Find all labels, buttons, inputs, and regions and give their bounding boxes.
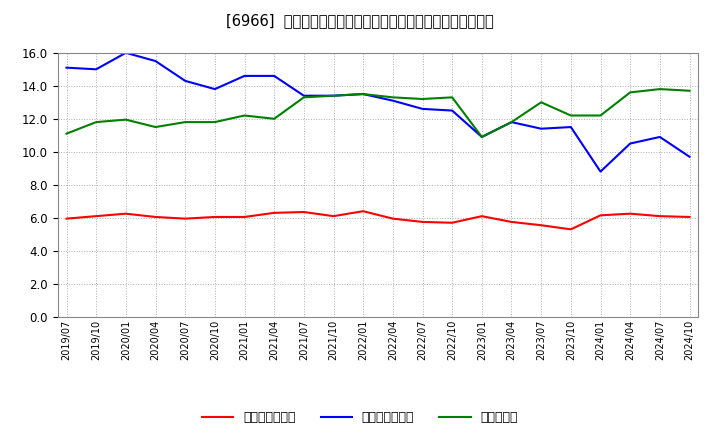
売上債権回転率 — [448, 220, 456, 225]
在庫回転率 — [92, 119, 101, 125]
売上債権回転率 — [655, 213, 664, 219]
買入債務回転率 — [418, 106, 427, 111]
在庫回転率 — [567, 113, 575, 118]
売上債権回転率 — [685, 214, 694, 220]
買入債務回転率 — [92, 66, 101, 72]
売上債権回転率 — [240, 214, 249, 220]
売上債権回転率 — [537, 223, 546, 228]
買入債務回転率 — [626, 141, 634, 146]
買入債務回転率 — [300, 93, 308, 99]
買入債務回転率 — [655, 134, 664, 139]
買入債務回転率 — [537, 126, 546, 131]
在庫回転率 — [655, 86, 664, 92]
Line: 売上債権回転率: 売上債権回転率 — [66, 211, 690, 229]
買入債務回転率 — [507, 119, 516, 125]
売上債権回転率 — [507, 219, 516, 224]
売上債権回転率 — [92, 213, 101, 219]
売上債権回転率 — [62, 216, 71, 221]
Text: [6966]  売上債権回転率、買入債務回転率、在庫回転率の推移: [6966] 売上債権回転率、買入債務回転率、在庫回転率の推移 — [226, 13, 494, 28]
Line: 買入債務回転率: 買入債務回転率 — [66, 53, 690, 172]
在庫回転率 — [537, 99, 546, 105]
在庫回転率 — [389, 95, 397, 100]
在庫回転率 — [151, 125, 160, 130]
在庫回転率 — [300, 95, 308, 100]
買入債務回転率 — [567, 125, 575, 130]
在庫回転率 — [477, 134, 486, 139]
在庫回転率 — [418, 96, 427, 102]
在庫回転率 — [181, 119, 189, 125]
売上債権回転率 — [389, 216, 397, 221]
在庫回転率 — [270, 116, 279, 121]
売上債権回転率 — [151, 214, 160, 220]
在庫回転率 — [62, 131, 71, 136]
Line: 在庫回転率: 在庫回転率 — [66, 89, 690, 137]
買入債務回転率 — [62, 65, 71, 70]
在庫回転率 — [685, 88, 694, 93]
売上債権回転率 — [270, 210, 279, 216]
買入債務回転率 — [210, 86, 219, 92]
在庫回転率 — [240, 113, 249, 118]
在庫回転率 — [448, 95, 456, 100]
在庫回転率 — [507, 119, 516, 125]
売上債権回転率 — [329, 213, 338, 219]
買入債務回転率 — [151, 59, 160, 64]
買入債務回転率 — [596, 169, 605, 174]
売上債権回転率 — [477, 213, 486, 219]
在庫回転率 — [329, 93, 338, 99]
売上債権回転率 — [181, 216, 189, 221]
売上債権回転率 — [359, 209, 367, 214]
買入債務回転率 — [181, 78, 189, 84]
買入債務回転率 — [270, 73, 279, 78]
在庫回転率 — [122, 117, 130, 122]
売上債権回転率 — [567, 227, 575, 232]
売上債権回転率 — [596, 213, 605, 218]
買入債務回転率 — [477, 134, 486, 139]
売上債権回転率 — [300, 209, 308, 215]
買入債務回転率 — [240, 73, 249, 78]
在庫回転率 — [359, 92, 367, 97]
在庫回転率 — [210, 119, 219, 125]
買入債務回転率 — [329, 93, 338, 99]
買入債務回転率 — [389, 98, 397, 103]
売上債権回転率 — [210, 214, 219, 220]
買入債務回転率 — [122, 50, 130, 55]
売上債権回転率 — [418, 219, 427, 224]
買入債務回転率 — [448, 108, 456, 113]
Legend: 売上債権回転率, 買入債務回転率, 在庫回転率: 売上債権回転率, 買入債務回転率, 在庫回転率 — [197, 407, 523, 429]
在庫回転率 — [596, 113, 605, 118]
売上債権回転率 — [626, 211, 634, 216]
買入債務回転率 — [685, 154, 694, 159]
買入債務回転率 — [359, 92, 367, 97]
売上債権回転率 — [122, 211, 130, 216]
在庫回転率 — [626, 90, 634, 95]
